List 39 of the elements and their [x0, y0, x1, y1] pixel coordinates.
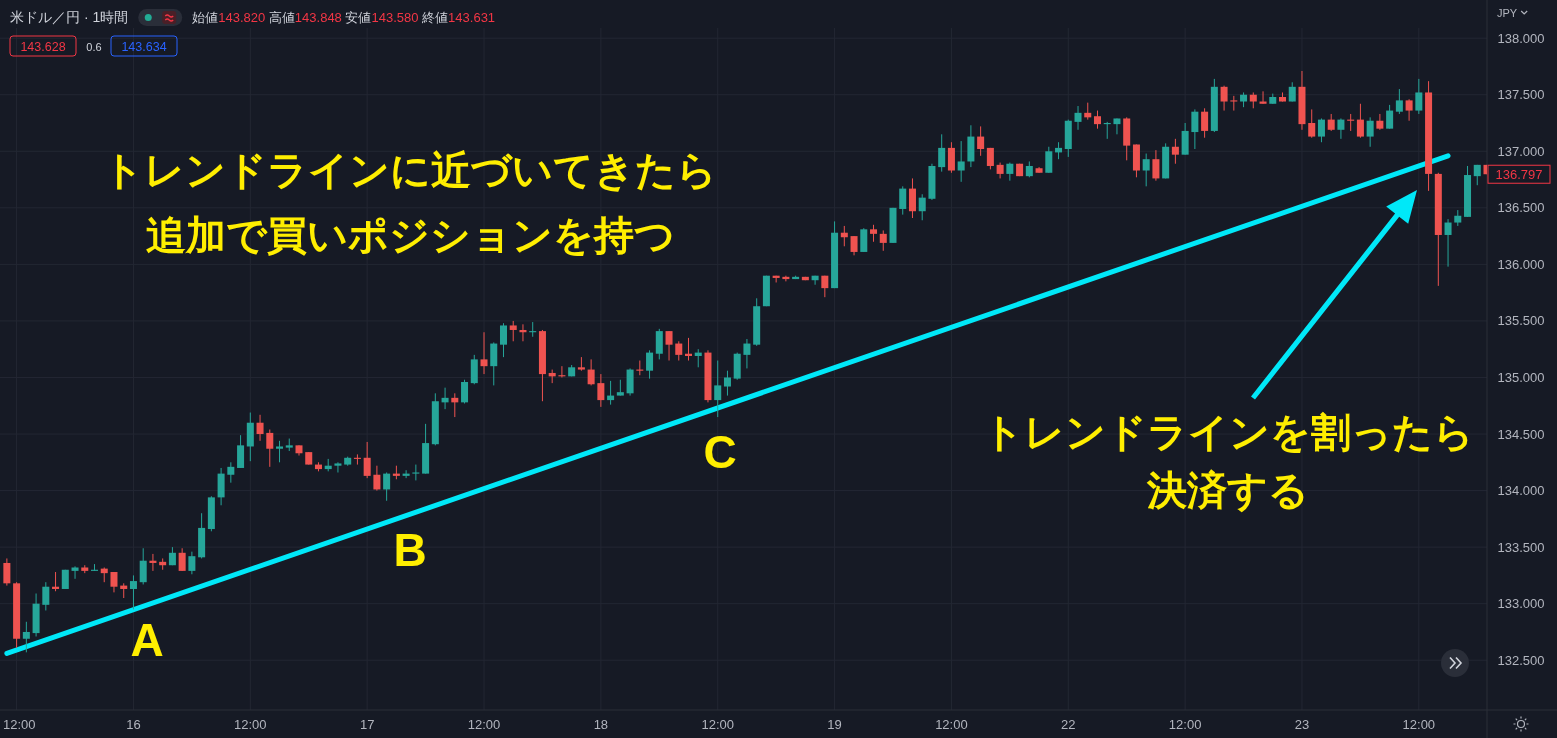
x-tick-label: 18 [593, 716, 609, 732]
y-tick-label: 136.000 [1497, 256, 1545, 272]
x-tick-label: 12:00 [1168, 716, 1202, 732]
x-tick-label: 19 [827, 716, 842, 732]
y-tick-label: 133.000 [1497, 596, 1545, 612]
y-tick-label: 133.500 [1497, 539, 1545, 555]
annotation: C [703, 426, 737, 478]
chart-title: 米ドル／円 · 1時間 [10, 9, 129, 25]
y-tick-label: 137.500 [1497, 87, 1545, 103]
annotation: A [130, 614, 164, 666]
annotation: 143.628 [20, 39, 66, 54]
y-tick-label: 135.500 [1497, 313, 1545, 329]
annotation: トレンドラインを割ったら [982, 410, 1474, 454]
text: 136.797 [1495, 167, 1543, 183]
y-axis-title: JPY [1497, 7, 1518, 19]
chart-subtitle: 始値143.820 高値143.848 安値143.580 終値143.631 [192, 9, 496, 25]
y-tick-label: 135.000 [1497, 369, 1545, 385]
y-tick-label: 137.000 [1497, 143, 1545, 159]
y-tick-label: 132.500 [1497, 652, 1545, 668]
y-tick-label: 138.000 [1497, 30, 1545, 46]
y-tick-label: 134.000 [1497, 483, 1545, 499]
annotation: B [393, 524, 427, 576]
x-tick-label: 12:00 [467, 716, 501, 732]
annotation: 決済する [1146, 468, 1309, 513]
y-tick-label: 136.500 [1497, 200, 1545, 216]
x-tick-label: 12:00 [935, 716, 968, 732]
annotation: トレンドラインに近づいてきたら [103, 148, 717, 192]
x-tick-label: 16 [126, 716, 141, 732]
x-tick-label: 23 [1294, 716, 1310, 732]
annotation: 追加で買いポジションを持つ [145, 213, 675, 257]
x-tick-label: 12:00 [701, 716, 734, 732]
x-tick-label: 12:00 [3, 716, 36, 732]
annotation: 143.634 [121, 39, 167, 54]
x-tick-label: 22 [1061, 716, 1076, 732]
y-tick-label: 134.500 [1497, 426, 1545, 442]
x-tick-label: 12:00 [234, 716, 267, 732]
x-tick-label: 12:00 [1402, 716, 1436, 732]
annotation: 0.6 [86, 40, 102, 53]
x-tick-label: 17 [359, 716, 375, 732]
